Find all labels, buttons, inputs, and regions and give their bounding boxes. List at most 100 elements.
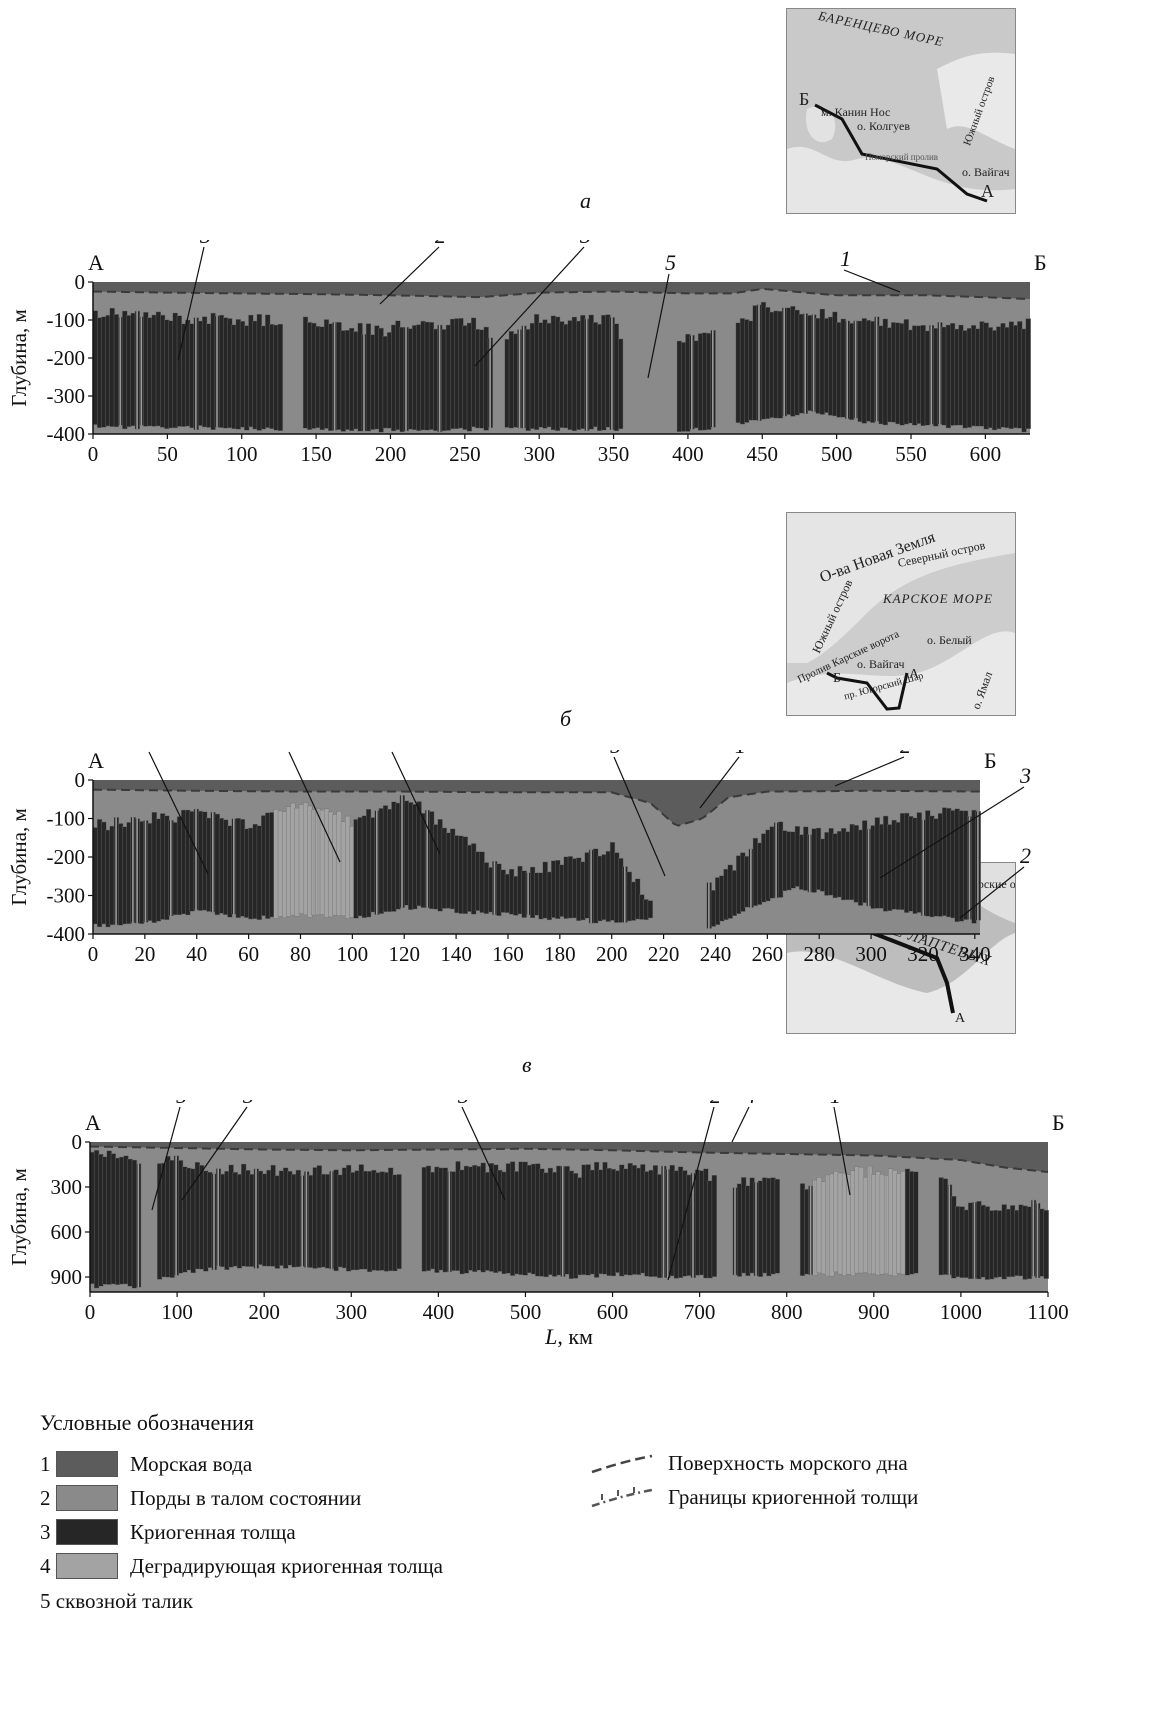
cryo-column: [1043, 1210, 1049, 1279]
legend-title: Условные обозначения: [40, 1410, 254, 1435]
cryo-column: [811, 828, 817, 893]
cryo-streak: [775, 822, 777, 898]
legend-num: 2: [40, 1485, 51, 1510]
x-tick-label: 20: [134, 942, 155, 966]
seafloor-line: [92, 788, 980, 827]
cryo-streak: [758, 304, 760, 421]
cryo-streak: [846, 320, 848, 419]
x-tick-label: 450: [747, 442, 779, 466]
cryo-streak: [527, 872, 529, 915]
cryo-streak: [1036, 1203, 1039, 1278]
cryo-streak: [666, 1169, 669, 1278]
callout-label: 3: [457, 1100, 469, 1108]
cryo-column: [441, 329, 447, 432]
callout-leader: [379, 246, 440, 305]
panel-label-b: б: [560, 706, 572, 731]
y-tick-label: 900: [51, 1265, 83, 1289]
cryo-streak: [734, 1187, 736, 1275]
callout-label: 2: [900, 750, 911, 758]
cryo-streak: [968, 816, 971, 920]
cryo-streak: [973, 1202, 976, 1279]
x-tick-label: 600: [970, 442, 1002, 466]
map-start-label: А: [909, 667, 920, 682]
cryo-streak: [750, 849, 752, 908]
cryo-streak: [712, 330, 714, 428]
y-tick-label: 300: [51, 1175, 83, 1199]
x-tick-label: 40: [186, 942, 207, 966]
x-tick-label: 700: [684, 1300, 716, 1324]
cryo-streak: [317, 808, 319, 915]
cryo-streak: [405, 327, 407, 431]
profile-end-label: Б: [984, 750, 997, 773]
cryo-streak: [826, 1175, 829, 1276]
cryo-streak: [217, 1168, 219, 1266]
cryo-streak: [585, 318, 588, 431]
cryo-streak: [867, 828, 870, 907]
cryo-streak: [144, 820, 147, 923]
callout-label: 3: [199, 240, 211, 248]
callout-label: 5: [665, 250, 676, 275]
cryo-streak: [233, 818, 235, 915]
x-tick-label: 1000: [940, 1300, 982, 1324]
x-tick-label: 80: [290, 942, 311, 966]
legend-item-degrading: 4 Деградирующая криогенная толща: [40, 1553, 443, 1579]
map-sea-label: КАРСКОЕ МОРЕ: [883, 591, 993, 606]
x-tick-label: 200: [375, 442, 407, 466]
x-tick-label: 280: [803, 942, 835, 966]
cryo-streak: [708, 882, 710, 929]
x-tick-label: 300: [855, 942, 887, 966]
legend-swatch: [56, 1519, 118, 1545]
x-axis-label: L, км: [544, 1324, 593, 1349]
callout-leader: [699, 756, 740, 809]
cryo-streak: [401, 795, 403, 908]
y-tick-label: 600: [51, 1220, 83, 1244]
cryo-streak: [561, 1166, 564, 1277]
cryo-streak: [662, 1166, 665, 1278]
callout-label: 5: [176, 1100, 187, 1108]
map-start-label: А: [955, 1011, 966, 1026]
x-tick-label: 550: [895, 442, 927, 466]
cryo-column: [1025, 318, 1031, 429]
cryo-streak: [948, 1184, 951, 1275]
x-tick-label: 600: [597, 1300, 629, 1324]
cryo-streak: [590, 849, 592, 924]
callout-label: 2: [435, 240, 446, 248]
legend-label: Деградирующая криогенная толща: [130, 1553, 443, 1578]
cryo-streak: [175, 1155, 177, 1276]
y-tick-label: -100: [47, 308, 86, 332]
legend-dash-dot-icon: [591, 1486, 653, 1507]
profile-end-label: Б: [1052, 1110, 1065, 1135]
cryo-column: [618, 338, 624, 430]
map-end-label: Б: [833, 671, 842, 686]
callout-leader: [843, 269, 901, 293]
cryo-streak: [875, 316, 878, 422]
x-tick-label: 200: [248, 1300, 280, 1324]
callout-label: 4: [145, 750, 156, 753]
cryo-column: [774, 1178, 780, 1274]
x-tick-label: 320: [907, 942, 939, 966]
map-place-label: Поморский пролив: [865, 152, 939, 162]
cryo-streak: [216, 315, 218, 428]
legend-label: Границы криогенной толщи: [668, 1485, 919, 1509]
callout-leader: [391, 751, 441, 855]
cryo-column: [913, 1171, 919, 1274]
cryo-column: [676, 340, 683, 433]
cryo-streak: [137, 1163, 140, 1288]
callout-leader: [647, 273, 670, 379]
sea-water-layer: [93, 282, 1030, 300]
y-axis-label: Глубина, м: [7, 309, 31, 407]
callout-leader: [151, 1106, 181, 1211]
profile-end-label: Б: [1034, 250, 1047, 275]
x-tick-label: 60: [238, 942, 259, 966]
cryo-streak: [809, 1185, 812, 1275]
cryo-streak: [624, 866, 626, 923]
legend-item-talik: 5 сквозной талик: [40, 1589, 193, 1613]
callout-label: 1: [735, 750, 746, 758]
legend-num: 3: [40, 1519, 51, 1544]
y-tick-label: -400: [47, 422, 86, 446]
cryo-streak: [868, 1166, 871, 1274]
cryo-column: [912, 325, 918, 426]
legend-label: Криогенная толща: [130, 1519, 296, 1544]
y-tick-label: -300: [47, 884, 86, 908]
x-tick-label: 200: [596, 942, 628, 966]
